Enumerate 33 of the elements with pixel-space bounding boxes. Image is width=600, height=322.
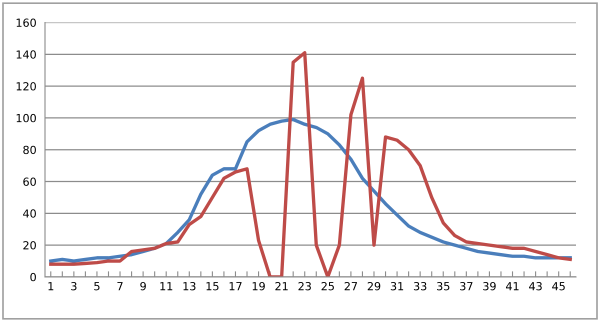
y-tick-label: 20 — [23, 241, 36, 250]
x-tick-label: 27 — [344, 282, 358, 290]
x-tick-label: 41 — [506, 282, 519, 290]
y-tick-label: 100 — [16, 114, 36, 122]
x-tick-label: 1 — [48, 282, 54, 290]
x-tick-label: 9 — [140, 282, 146, 290]
x-tick-label: 39 — [483, 282, 496, 290]
x-tick-label: 31 — [390, 282, 404, 290]
y-tick-label: 0 — [30, 272, 36, 282]
x-tick-label: 35 — [437, 282, 450, 290]
y-tick-label: 140 — [16, 50, 36, 59]
x-tick-label: 23 — [298, 282, 311, 290]
x-tick-label: 7 — [117, 282, 123, 290]
x-tick-label: 11 — [160, 282, 172, 290]
x-tick-label: 33 — [414, 282, 426, 290]
x-tick-label: 17 — [230, 282, 242, 290]
x-tick-label: 19 — [252, 282, 265, 290]
y-tick-label: 40 — [23, 209, 36, 218]
x-tick-label: 29 — [368, 282, 380, 290]
x-tick-label: 45 — [552, 282, 565, 290]
x-tick-label: 21 — [275, 282, 288, 290]
y-tick-label: 160 — [16, 18, 36, 27]
y-tick-label: 80 — [23, 146, 36, 154]
x-tick-label: 13 — [183, 282, 196, 290]
x-tick-label: 25 — [322, 282, 334, 290]
y-tick-label: 120 — [16, 82, 36, 91]
x-tick-label: 37 — [460, 282, 472, 290]
x-tick-label: 15 — [206, 282, 218, 290]
x-tick-label: 3 — [71, 282, 77, 290]
y-tick-label: 60 — [23, 178, 36, 186]
x-tick-label: 5 — [94, 282, 100, 290]
line-series — [49, 51, 572, 277]
x-tick-label: 43 — [529, 282, 542, 290]
